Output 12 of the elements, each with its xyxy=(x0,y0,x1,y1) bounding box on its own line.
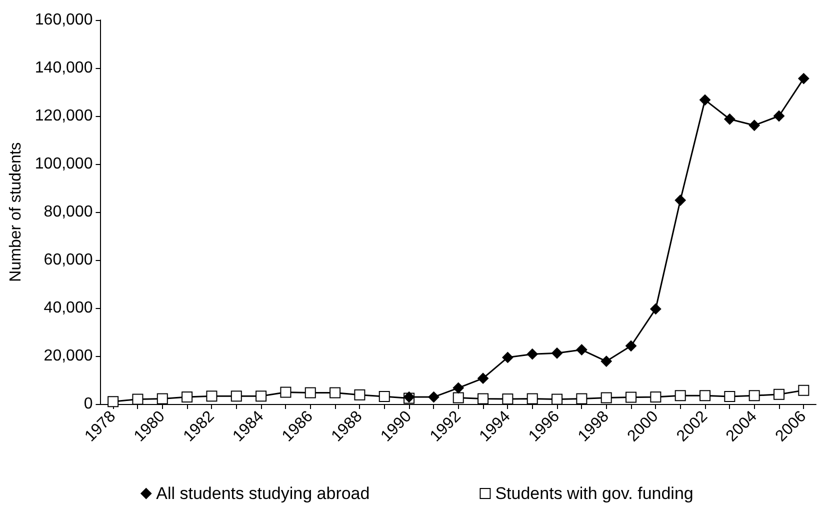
y-tick-label: 120,000 xyxy=(34,108,93,124)
legend-label: All students studying abroad xyxy=(156,484,370,503)
y-tick-label: 160,000 xyxy=(34,12,93,28)
legend-label: Students with gov. funding xyxy=(495,484,694,503)
y-tick-label: 80,000 xyxy=(44,204,93,220)
y-axis-title: Number of students xyxy=(8,142,24,282)
y-tick-label: 0 xyxy=(84,396,93,412)
y-tick-label: 20,000 xyxy=(44,348,93,364)
y-tick-label: 100,000 xyxy=(34,156,93,172)
y-tick-label: 140,000 xyxy=(34,60,93,76)
y-tick-label: 60,000 xyxy=(44,252,93,268)
y-tick-label: 40,000 xyxy=(44,300,93,316)
